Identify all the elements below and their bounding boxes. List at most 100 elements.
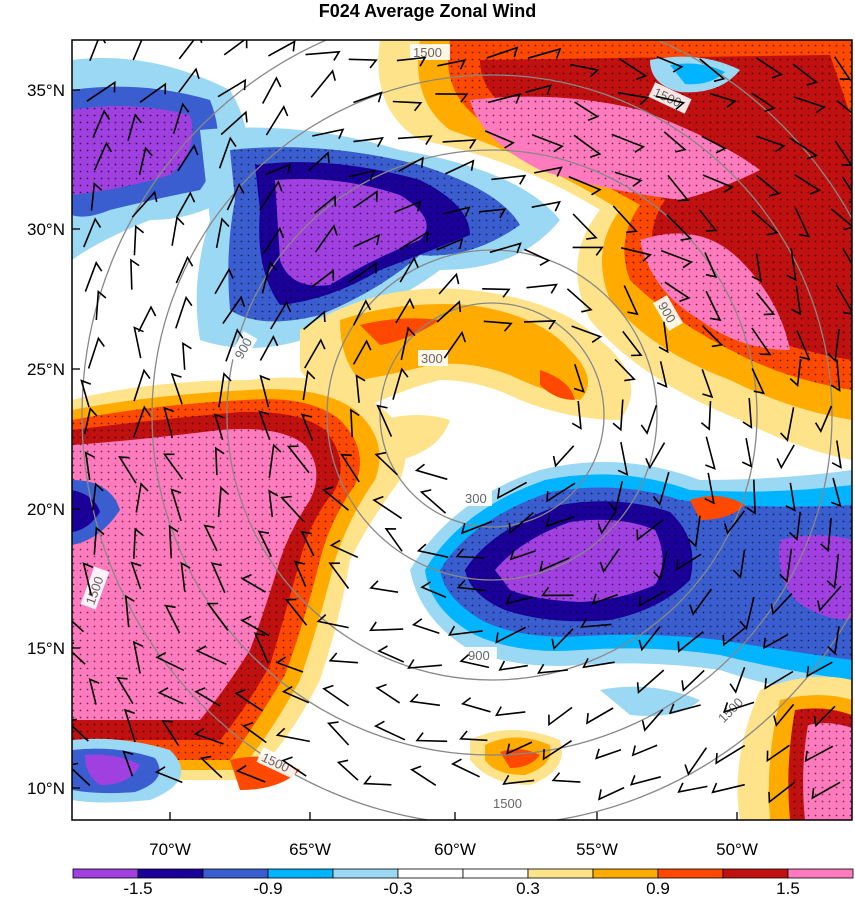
wind-barb — [376, 404, 393, 437]
wind-barb — [531, 133, 564, 153]
colorbar-label-1-5: 1.5 — [776, 879, 800, 898]
ring-label-300-lower: 300 — [465, 491, 487, 506]
wind-barb — [705, 290, 722, 322]
wind-barb — [794, 174, 822, 195]
wind-barb — [599, 548, 620, 574]
colorbar-label-neg-1-5: -1.5 — [123, 879, 152, 898]
colorbar-label-0-9: 0.9 — [646, 879, 670, 898]
wind-barb — [353, 233, 380, 248]
wind-barb — [328, 652, 358, 664]
wind-barb — [261, 260, 278, 294]
wind-barb — [545, 515, 575, 528]
wind-barb — [132, 40, 143, 61]
wind-barb — [137, 305, 157, 333]
wind-barb — [154, 766, 183, 784]
wind-barb — [732, 549, 746, 579]
wind-barb — [636, 669, 665, 694]
wind-barb — [170, 488, 182, 522]
wind-barb — [742, 398, 753, 429]
wind-barb — [308, 151, 330, 172]
colorbar-swatch — [462, 868, 529, 879]
wind-barb — [133, 224, 145, 256]
wind-barb — [286, 445, 310, 474]
wind-barb — [508, 511, 534, 535]
wind-barb — [541, 586, 574, 597]
wind-barb — [93, 141, 113, 171]
wind-barb — [687, 515, 701, 548]
wind-barb — [597, 510, 617, 535]
wind-barb — [586, 707, 614, 725]
wind-barb — [409, 693, 441, 707]
wind-barb — [392, 367, 409, 400]
wind-barb — [666, 214, 693, 241]
wind-barb — [764, 670, 794, 690]
wind-barb — [704, 252, 718, 278]
lat-label-10n: 10°N — [27, 779, 65, 798]
wind-barb — [86, 80, 116, 102]
wind-barb — [399, 256, 419, 283]
wind-barb — [539, 557, 570, 572]
wind-barb — [645, 442, 666, 470]
wind-barb — [746, 479, 756, 515]
wind-barb — [72, 718, 89, 742]
wind-barb — [217, 78, 247, 98]
wind-barb — [711, 782, 745, 794]
wind-barb — [623, 285, 639, 316]
colorbar-swatch — [592, 868, 659, 879]
wind-barb — [436, 300, 462, 323]
wind-barb — [631, 744, 658, 757]
wind-barb — [270, 300, 292, 330]
ring-label-300-upper: 300 — [421, 351, 443, 366]
wind-barb — [638, 626, 661, 652]
wind-barb — [459, 653, 490, 669]
wind-barb — [723, 510, 746, 535]
wind-barb — [494, 706, 526, 717]
wind-barb — [438, 272, 460, 295]
wind-barb — [398, 156, 424, 173]
wind-barb — [789, 137, 819, 160]
wind-barb — [218, 372, 232, 408]
positive-anomaly-upper-right — [378, 40, 852, 460]
wind-barb — [226, 183, 245, 211]
wind-barb — [416, 543, 449, 558]
wind-barb — [834, 56, 852, 81]
wind-barb — [168, 524, 179, 559]
wind-barb — [175, 295, 193, 329]
wind-barb — [568, 175, 602, 196]
map-title: F024 Average Zonal Wind — [318, 1, 537, 21]
wind-barb — [525, 84, 552, 96]
wind-barb — [234, 689, 264, 712]
wind-barb — [551, 628, 574, 651]
wind-barb — [293, 560, 307, 587]
wind-barb — [220, 110, 248, 136]
wind-barb — [566, 288, 593, 313]
wind-barb — [459, 730, 488, 742]
wind-barb — [259, 374, 271, 408]
wind-barb — [699, 58, 726, 83]
wind-barb — [751, 92, 776, 113]
wind-barb — [640, 405, 658, 435]
wind-barb — [411, 618, 440, 634]
wind-barb — [375, 683, 401, 704]
lon-label-50w: 50°W — [716, 840, 758, 859]
wind-barb — [611, 133, 646, 153]
ring-label-1500-top: 1500 — [413, 45, 442, 60]
wind-barb — [715, 744, 746, 765]
wind-barb — [84, 451, 95, 481]
colorbar-swatch — [527, 868, 594, 879]
wind-barb — [591, 593, 618, 605]
wind-barb — [275, 656, 304, 673]
colorbar-swatch — [787, 868, 854, 879]
wind-barb — [836, 100, 852, 114]
wind-barb — [435, 93, 469, 103]
lat-label-35n: 35°N — [27, 81, 65, 100]
wind-barb — [138, 146, 153, 175]
wind-barb — [171, 215, 185, 246]
wind-barb — [87, 336, 105, 369]
wind-barb — [701, 325, 724, 348]
wind-barb — [170, 372, 183, 405]
wind-barb — [223, 40, 248, 56]
wind-barb — [303, 310, 326, 331]
wind-barb — [656, 361, 668, 388]
colorbar-swatch — [72, 868, 139, 879]
